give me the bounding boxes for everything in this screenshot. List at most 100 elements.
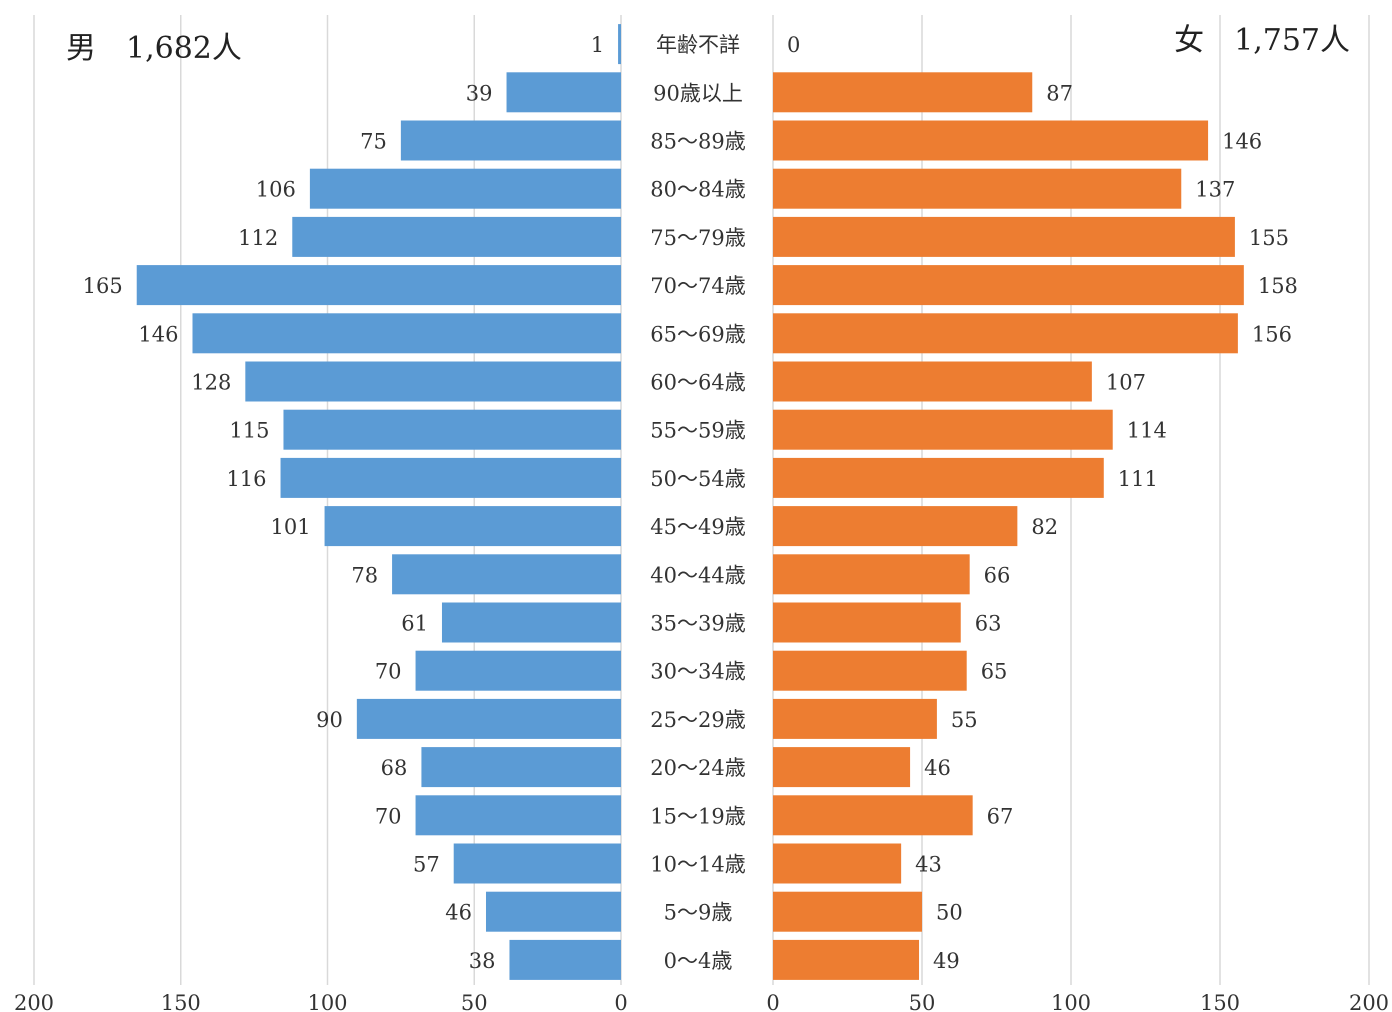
- male-bar: [136, 265, 621, 306]
- age-group-label: 75〜79歳: [650, 226, 745, 250]
- male-bar: [441, 602, 621, 643]
- male-bar: [392, 554, 621, 595]
- male-value-label: 101: [270, 515, 310, 539]
- age-group-label: 0〜4歳: [664, 949, 733, 973]
- male-axis-tick-label: 100: [307, 991, 347, 1012]
- labels: 200 150 100 50 0 0 50 100 150 200 1 0 年齢不詳 39 87 90歳以上 7…: [14, 33, 1389, 1012]
- male-bar: [485, 891, 621, 932]
- female-axis-tick-label: 200: [1349, 991, 1389, 1012]
- female-bar: [773, 795, 973, 836]
- age-group-label: 25〜29歳: [650, 708, 745, 732]
- female-value-label: 67: [987, 804, 1014, 828]
- male-value-label: 112: [238, 226, 278, 250]
- female-bar: [773, 168, 1182, 209]
- female-bar: [773, 72, 1033, 113]
- male-value-label: 116: [226, 467, 266, 491]
- male-value-label: 165: [83, 274, 123, 298]
- female-value-label: 87: [1046, 81, 1073, 105]
- age-group-label: 65〜69歳: [650, 322, 745, 346]
- female-axis-tick-label: 100: [1051, 991, 1091, 1012]
- female-total-label: 女 1,757人: [1174, 23, 1350, 58]
- male-value-label: 39: [466, 81, 493, 105]
- male-bar: [280, 457, 621, 498]
- female-value-label: 114: [1127, 419, 1167, 443]
- male-bar: [324, 506, 621, 547]
- female-value-label: 65: [981, 660, 1008, 684]
- age-group-label: 20〜24歳: [650, 756, 745, 780]
- female-value-label: 50: [936, 901, 963, 925]
- male-value-label: 70: [375, 804, 402, 828]
- male-value-label: 1: [591, 33, 604, 57]
- male-bar: [509, 939, 621, 980]
- male-value-label: 68: [381, 756, 408, 780]
- male-value-label: 38: [469, 949, 496, 973]
- male-total-label: 男 1,682人: [66, 31, 242, 66]
- female-value-label: 158: [1258, 274, 1298, 298]
- male-bar: [283, 409, 621, 450]
- female-axis-tick-label: 150: [1200, 991, 1240, 1012]
- female-bar: [773, 602, 961, 643]
- female-bar: [773, 747, 911, 788]
- male-bar: [356, 698, 621, 739]
- female-value-label: 156: [1252, 322, 1292, 346]
- female-bar: [773, 843, 902, 884]
- female-axis-tick-label: 0: [766, 991, 779, 1012]
- female-value-label: 155: [1249, 226, 1289, 250]
- male-axis-tick-label: 150: [161, 991, 201, 1012]
- female-bar: [773, 554, 970, 595]
- age-group-label: 15〜19歳: [650, 804, 745, 828]
- age-group-label: 年齢不詳: [656, 33, 740, 57]
- male-value-label: 46: [445, 901, 472, 925]
- male-value-label: 78: [351, 563, 378, 587]
- female-bar: [773, 457, 1104, 498]
- male-bar: [192, 313, 622, 354]
- female-value-label: 107: [1106, 371, 1146, 395]
- male-bar: [415, 795, 621, 836]
- female-bar: [773, 216, 1235, 257]
- bars: [136, 24, 1244, 980]
- female-bar: [773, 506, 1018, 547]
- male-value-label: 70: [375, 660, 402, 684]
- female-bar: [773, 409, 1113, 450]
- age-group-label: 85〜89歳: [650, 130, 745, 154]
- female-bar: [773, 361, 1092, 402]
- male-axis-tick-label: 200: [14, 991, 54, 1012]
- female-bar: [773, 650, 967, 691]
- age-group-label: 45〜49歳: [650, 515, 745, 539]
- male-bar: [421, 747, 621, 788]
- female-bar: [773, 313, 1238, 354]
- male-value-label: 106: [256, 178, 296, 202]
- female-value-label: 66: [984, 563, 1011, 587]
- male-bar: [292, 216, 621, 257]
- male-bar: [506, 72, 621, 113]
- female-value-label: 63: [975, 612, 1002, 636]
- age-group-label: 10〜14歳: [650, 853, 745, 877]
- female-bar: [773, 265, 1244, 306]
- male-bar: [400, 120, 621, 161]
- age-group-label: 35〜39歳: [650, 612, 745, 636]
- male-value-label: 90: [316, 708, 343, 732]
- female-axis-tick-label: 50: [909, 991, 936, 1012]
- female-value-label: 111: [1118, 467, 1158, 491]
- male-value-label: 61: [401, 612, 428, 636]
- female-value-label: 46: [924, 756, 951, 780]
- age-group-label: 5〜9歳: [664, 901, 733, 925]
- age-group-label: 50〜54歳: [650, 467, 745, 491]
- female-value-label: 82: [1031, 515, 1058, 539]
- male-value-label: 146: [138, 322, 178, 346]
- female-bar: [773, 120, 1209, 161]
- male-axis-tick-label: 0: [614, 991, 627, 1012]
- male-axis-tick-label: 50: [461, 991, 488, 1012]
- male-value-label: 57: [413, 853, 440, 877]
- female-value-label: 0: [787, 33, 800, 57]
- age-group-label: 70〜74歳: [650, 274, 745, 298]
- male-bar: [618, 24, 621, 65]
- age-group-label: 40〜44歳: [650, 563, 745, 587]
- age-group-label: 90歳以上: [653, 81, 743, 105]
- age-group-label: 55〜59歳: [650, 419, 745, 443]
- female-value-label: 49: [933, 949, 960, 973]
- male-value-label: 75: [360, 130, 387, 154]
- male-value-label: 128: [191, 371, 231, 395]
